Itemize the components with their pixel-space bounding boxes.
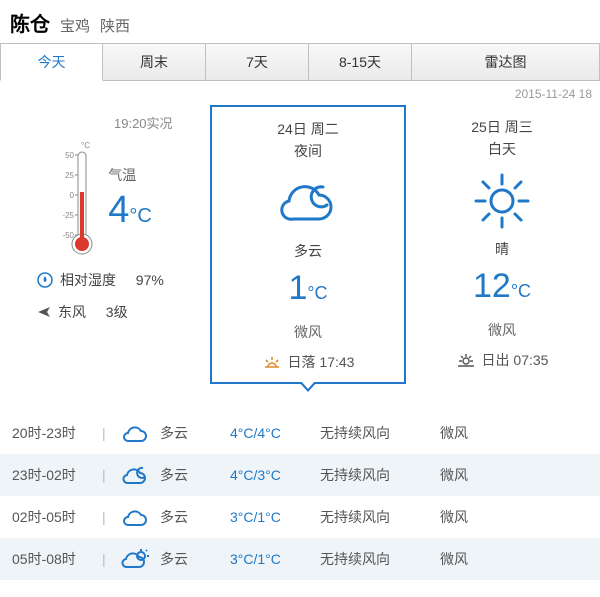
main-panel: 19:20实况 °C 50 25 0 -25 -50 气温 bbox=[0, 101, 600, 394]
hour-wind-dir: 无持续风向 bbox=[320, 549, 440, 569]
hourly-row: 05时-08时|多云3°C/1°C无持续风向微风 bbox=[0, 538, 600, 580]
hourly-row: 02时-05时|多云3°C/1°C无持续风向微风 bbox=[0, 496, 600, 538]
card-date: 24日 周二 bbox=[220, 119, 396, 139]
hour-range: 20时-23时 bbox=[12, 423, 102, 443]
city-name: 陈仓 bbox=[10, 8, 50, 37]
hourly-row: 20时-23时|多云4°C/4°C无持续风向微风 bbox=[0, 412, 600, 454]
hour-wind-level: 微风 bbox=[440, 423, 588, 443]
hour-condition: 多云 bbox=[160, 465, 230, 485]
humidity-label: 相对湿度 bbox=[60, 270, 116, 290]
sunny-icon bbox=[414, 169, 590, 233]
tab-bar: 今天 周末 7天 8-15天 雷达图 bbox=[0, 43, 600, 81]
weather-icon bbox=[120, 464, 160, 486]
card-wind: 微风 bbox=[220, 322, 396, 342]
weather-icon bbox=[120, 548, 160, 570]
svg-text:50: 50 bbox=[65, 151, 74, 160]
current-conditions: 19:20实况 °C 50 25 0 -25 -50 气温 bbox=[6, 105, 206, 384]
sunrise-icon bbox=[456, 352, 476, 368]
hour-wind-level: 微风 bbox=[440, 549, 588, 569]
hour-range: 05时-08时 bbox=[12, 549, 102, 569]
hour-wind-dir: 无持续风向 bbox=[320, 423, 440, 443]
hour-range: 23时-02时 bbox=[12, 465, 102, 485]
tab-weekend[interactable]: 周末 bbox=[103, 43, 206, 80]
hour-temp: 3°C/1°C bbox=[230, 509, 320, 525]
prefecture-name: 宝鸡 bbox=[60, 15, 90, 36]
hour-wind-level: 微风 bbox=[440, 465, 588, 485]
wind-dir: 东风 bbox=[58, 302, 86, 322]
card-temp: 1°C bbox=[220, 269, 396, 308]
temp-label: 气温 bbox=[108, 165, 152, 185]
hour-wind-dir: 无持续风向 bbox=[320, 507, 440, 527]
sunrise-label: 日出 07:35 bbox=[482, 350, 549, 370]
hour-wind-dir: 无持续风向 bbox=[320, 465, 440, 485]
current-temp: 4°C bbox=[108, 189, 152, 232]
humidity-value: 97% bbox=[136, 272, 164, 288]
wind-level: 3级 bbox=[106, 302, 128, 322]
card-condition: 晴 bbox=[414, 239, 590, 259]
hourly-row: 23时-02时|多云4°C/3°C无持续风向微风 bbox=[0, 454, 600, 496]
humidity-row: 相对湿度 97% bbox=[36, 270, 206, 290]
card-condition: 多云 bbox=[220, 241, 396, 261]
card-date: 25日 周三 bbox=[414, 117, 590, 137]
tab-radar[interactable]: 雷达图 bbox=[412, 43, 600, 80]
svg-text:°C: °C bbox=[81, 141, 90, 150]
hour-range: 02时-05时 bbox=[12, 507, 102, 527]
observation-time: 19:20实况 bbox=[114, 113, 206, 132]
cloudy-night-icon bbox=[220, 171, 396, 235]
svg-text:-50: -50 bbox=[63, 231, 75, 240]
hour-condition: 多云 bbox=[160, 549, 230, 569]
sunset-label: 日落 17:43 bbox=[288, 352, 355, 372]
tab-today[interactable]: 今天 bbox=[0, 43, 103, 81]
sunrise-row: 日出 07:35 bbox=[414, 350, 590, 370]
province-name: 陕西 bbox=[100, 15, 130, 36]
card-wind: 微风 bbox=[414, 320, 590, 340]
tab-7day[interactable]: 7天 bbox=[206, 43, 309, 80]
hour-temp: 4°C/4°C bbox=[230, 425, 320, 441]
humidity-icon bbox=[36, 271, 54, 289]
svg-text:0: 0 bbox=[70, 191, 75, 200]
thermometer-icon: °C 50 25 0 -25 -50 bbox=[60, 138, 94, 258]
card-part: 夜间 bbox=[220, 141, 396, 161]
forecast-card-tonight[interactable]: 24日 周二 夜间 多云 1°C 微风 日落 17:43 bbox=[210, 105, 406, 384]
weather-icon bbox=[120, 506, 160, 528]
hour-condition: 多云 bbox=[160, 507, 230, 527]
hour-temp: 3°C/1°C bbox=[230, 551, 320, 567]
hourly-forecast: 20时-23时|多云4°C/4°C无持续风向微风23时-02时|多云4°C/3°… bbox=[0, 412, 600, 580]
wind-row: 东风 3级 bbox=[36, 302, 206, 322]
tab-8-15day[interactable]: 8-15天 bbox=[309, 43, 412, 80]
svg-text:25: 25 bbox=[65, 171, 74, 180]
svg-text:-25: -25 bbox=[63, 211, 75, 220]
card-temp: 12°C bbox=[414, 267, 590, 306]
sunset-row: 日落 17:43 bbox=[220, 352, 396, 372]
card-part: 白天 bbox=[414, 139, 590, 159]
hour-condition: 多云 bbox=[160, 423, 230, 443]
hour-temp: 4°C/3°C bbox=[230, 467, 320, 483]
update-timestamp: 2015-11-24 18 bbox=[0, 81, 600, 101]
sunset-icon bbox=[262, 354, 282, 370]
hour-wind-level: 微风 bbox=[440, 507, 588, 527]
forecast-card-tomorrow[interactable]: 25日 周三 白天 晴 12°C 微风 日出 07:35 bbox=[410, 105, 594, 384]
weather-icon bbox=[120, 422, 160, 444]
location-header: 陈仓 宝鸡 陕西 bbox=[0, 0, 600, 43]
wind-arrow-icon bbox=[36, 305, 52, 319]
